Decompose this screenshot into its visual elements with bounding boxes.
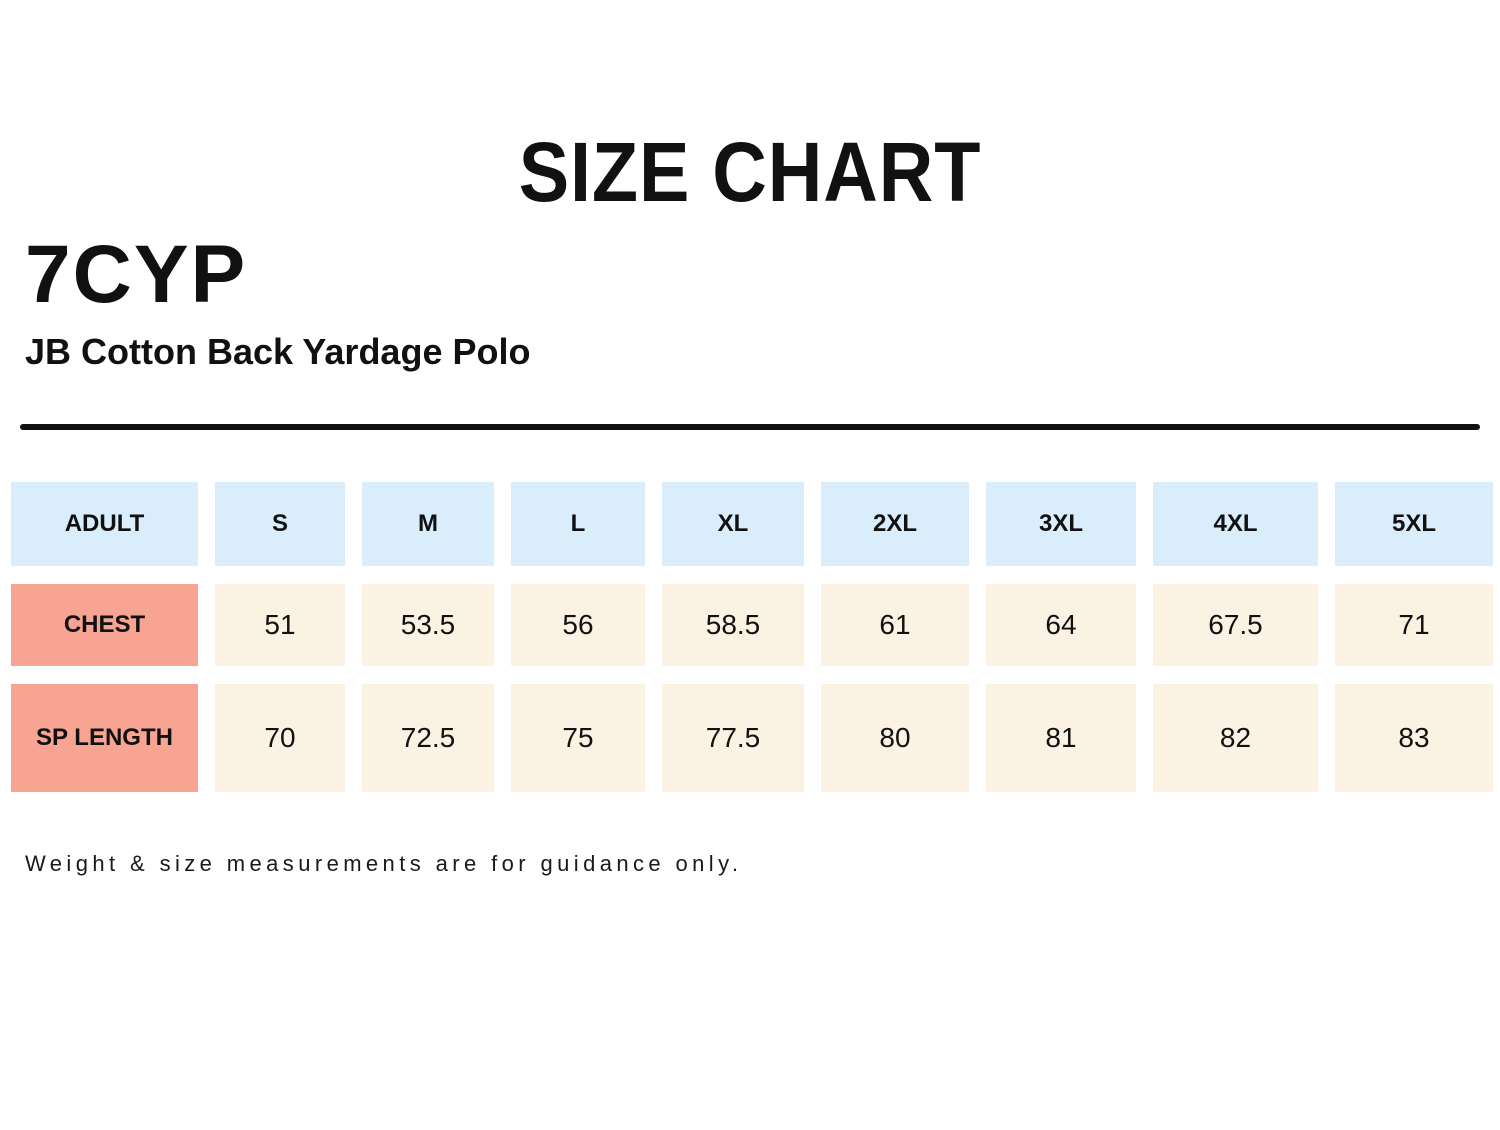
- chest-value-m: 53.5: [362, 584, 494, 666]
- sp-length-value-2xl: 80: [821, 684, 969, 792]
- page-title-text: SIZE CHART: [518, 125, 982, 219]
- sp-length-value-4xl: 82: [1153, 684, 1318, 792]
- column-header-3xl: 3XL: [986, 482, 1136, 566]
- page-title: SIZE CHART: [0, 130, 1500, 214]
- product-name: JB Cotton Back Yardage Polo: [25, 331, 531, 372]
- chest-value-s: 51: [215, 584, 345, 666]
- sp-length-value-s: 70: [215, 684, 345, 792]
- chest-value-3xl: 64: [986, 584, 1136, 666]
- column-header-m: M: [362, 482, 494, 566]
- column-header-4xl: 4XL: [1153, 482, 1318, 566]
- product-code: 7CYP: [25, 229, 248, 320]
- column-header-s: S: [215, 482, 345, 566]
- column-header-2xl: 2XL: [821, 482, 969, 566]
- sp-length-value-l: 75: [511, 684, 645, 792]
- sp-length-value-m: 72.5: [362, 684, 494, 792]
- chest-value-5xl: 71: [1335, 584, 1493, 666]
- column-header-5xl: 5XL: [1335, 482, 1493, 566]
- column-header-xl: XL: [662, 482, 804, 566]
- row-label-sp-length: SP LENGTH: [11, 684, 198, 792]
- chest-value-2xl: 61: [821, 584, 969, 666]
- chest-value-xl: 58.5: [662, 584, 804, 666]
- divider-rule: [20, 424, 1480, 430]
- column-header-adult: ADULT: [11, 482, 198, 566]
- sp-length-value-3xl: 81: [986, 684, 1136, 792]
- sp-length-value-5xl: 83: [1335, 684, 1493, 792]
- size-table: ADULT S M L XL 2XL 3XL 4XL 5XL CHEST 51 …: [11, 482, 1493, 792]
- chest-value-4xl: 67.5: [1153, 584, 1318, 666]
- row-label-chest: CHEST: [11, 584, 198, 666]
- chest-value-l: 56: [511, 584, 645, 666]
- column-header-l: L: [511, 482, 645, 566]
- footnote: Weight & size measurements are for guida…: [25, 851, 743, 876]
- sp-length-value-xl: 77.5: [662, 684, 804, 792]
